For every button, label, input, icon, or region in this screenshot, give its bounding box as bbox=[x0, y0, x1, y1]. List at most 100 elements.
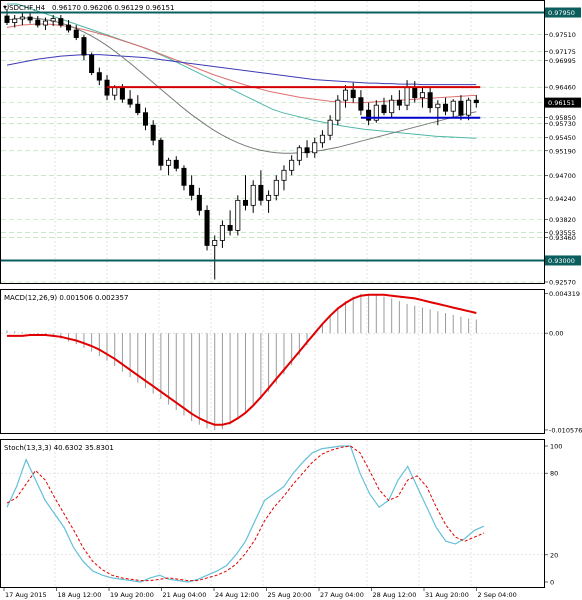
bull-candle bbox=[219, 224, 225, 241]
bear-candle bbox=[358, 97, 364, 111]
stoch-main-line bbox=[6, 445, 485, 583]
bull-candle bbox=[166, 159, 172, 166]
bull-candle bbox=[296, 147, 302, 161]
bear-candle bbox=[135, 103, 141, 114]
price-tag-label: 0.93000 bbox=[548, 257, 575, 265]
bull-candle bbox=[281, 169, 287, 181]
bear-candle bbox=[142, 112, 148, 126]
time-tick-label: 28 Aug 12:00 bbox=[373, 591, 417, 599]
bear-candle bbox=[35, 19, 41, 26]
bull-candle bbox=[112, 87, 118, 96]
stoch-signal-line bbox=[6, 445, 485, 582]
bull-candle bbox=[335, 99, 341, 121]
bear-candle bbox=[89, 54, 95, 74]
stoch-tick-label: 20 bbox=[550, 551, 558, 559]
bull-candle bbox=[266, 194, 272, 201]
bear-candle bbox=[66, 24, 72, 31]
bear-candle bbox=[58, 18, 64, 26]
bear-candle bbox=[73, 29, 79, 38]
bear-candle bbox=[304, 147, 310, 154]
bull-candle bbox=[373, 104, 379, 121]
stoch-lines bbox=[6, 445, 485, 583]
bear-candle bbox=[458, 100, 464, 116]
time-tick-label: 2 Sep 04:00 bbox=[478, 591, 517, 599]
price-pane-title: USDCHF,H4 bbox=[4, 4, 46, 12]
bear-candle bbox=[350, 89, 356, 99]
bear-candle bbox=[173, 159, 179, 169]
price-tick-label: 0.95190 bbox=[549, 147, 576, 155]
macd-axis: 0.004319 0.00 -0.010576 bbox=[544, 290, 582, 434]
bear-candle bbox=[196, 194, 202, 211]
macd-pane-frame bbox=[0, 289, 545, 434]
bear-candle bbox=[127, 98, 133, 105]
time-tick-label: 31 Aug 20:00 bbox=[425, 591, 469, 599]
price-grid bbox=[54, 1, 472, 283]
bear-candle bbox=[27, 16, 33, 21]
price-tick-label: 0.97175 bbox=[549, 48, 576, 56]
bear-candle bbox=[204, 209, 210, 246]
price-tick-label: 0.93820 bbox=[549, 216, 576, 224]
price-tick-label: 0.94700 bbox=[549, 172, 576, 180]
bear-candle bbox=[242, 199, 249, 206]
time-tick-label: 24 Aug 12:00 bbox=[215, 591, 259, 599]
bear-candle bbox=[158, 139, 164, 166]
time-tick-label: 25 Aug 20:00 bbox=[268, 591, 312, 599]
time-tick-label: 18 Aug 12:00 bbox=[58, 591, 102, 599]
chevron-down-icon bbox=[3, 6, 7, 9]
bull-candle bbox=[466, 99, 472, 116]
bear-candle bbox=[443, 103, 449, 112]
bull-candle bbox=[12, 18, 18, 23]
bear-candle bbox=[81, 37, 87, 56]
price-tag-label: 0.97950 bbox=[548, 9, 575, 17]
bull-candle bbox=[327, 119, 333, 136]
macd-tick-label: -0.010576 bbox=[549, 426, 582, 434]
bull-candle bbox=[235, 199, 241, 231]
bull-candle bbox=[312, 142, 318, 154]
moving-average-line bbox=[6, 17, 477, 154]
horizontal-lines bbox=[1, 11, 544, 262]
price-tag-box bbox=[545, 255, 581, 266]
stoch-pane-frame bbox=[0, 439, 545, 588]
time-axis: 17 Aug 2015 18 Aug 12:00 19 Aug 20:00 21 Au… bbox=[3, 587, 517, 599]
moving-averages bbox=[6, 3, 477, 154]
bull-candle bbox=[343, 89, 349, 101]
price-tick-label: 0.95850 bbox=[549, 114, 576, 122]
price-tick-label: 0.95450 bbox=[549, 134, 576, 142]
bear-candle bbox=[473, 99, 479, 104]
time-tick-label: 19 Aug 20:00 bbox=[110, 591, 154, 599]
bear-candle bbox=[412, 87, 418, 99]
bull-candle bbox=[273, 179, 279, 196]
bear-candle bbox=[227, 224, 233, 231]
candles bbox=[4, 10, 479, 280]
macd-signal-line bbox=[7, 293, 477, 426]
macd-tick-label: 0.004319 bbox=[549, 290, 580, 298]
stoch-tick-label: 100 bbox=[550, 443, 562, 451]
bear-candle bbox=[258, 184, 264, 201]
price-tag-box bbox=[545, 7, 581, 18]
price-tick-label: 0.93460 bbox=[549, 234, 576, 242]
bull-candle bbox=[212, 240, 218, 246]
bear-candle bbox=[150, 124, 156, 141]
bull-candle bbox=[50, 18, 56, 22]
macd-histogram bbox=[6, 293, 477, 431]
macd-grid bbox=[1, 290, 544, 433]
bull-candle bbox=[250, 184, 256, 206]
bull-candle bbox=[42, 20, 48, 26]
bear-candle bbox=[181, 167, 187, 186]
moving-average-line bbox=[7, 3, 477, 139]
bear-candle bbox=[396, 99, 402, 106]
price-tick-label: 0.97510 bbox=[549, 31, 576, 39]
bear-candle bbox=[427, 92, 433, 109]
bull-candle bbox=[450, 100, 456, 112]
bull-candle bbox=[389, 99, 395, 114]
price-tick-label: 0.95730 bbox=[549, 120, 576, 128]
stoch-pane[interactable]: 100 80 20 0 Stoch(13,3,3) 40.6302 35.8301 bbox=[0, 439, 563, 588]
macd-tick-label: 0.00 bbox=[549, 330, 563, 338]
macd-pane[interactable]: 0.004319 0.00 -0.010576 MACD(12,26,9) 0.00… bbox=[0, 289, 582, 435]
stoch-axis: 100 80 20 0 bbox=[544, 443, 562, 587]
price-pane-frame bbox=[0, 0, 545, 284]
macd-pane-title: MACD(12,26,9) 0.001506 0.002357 bbox=[4, 294, 128, 302]
